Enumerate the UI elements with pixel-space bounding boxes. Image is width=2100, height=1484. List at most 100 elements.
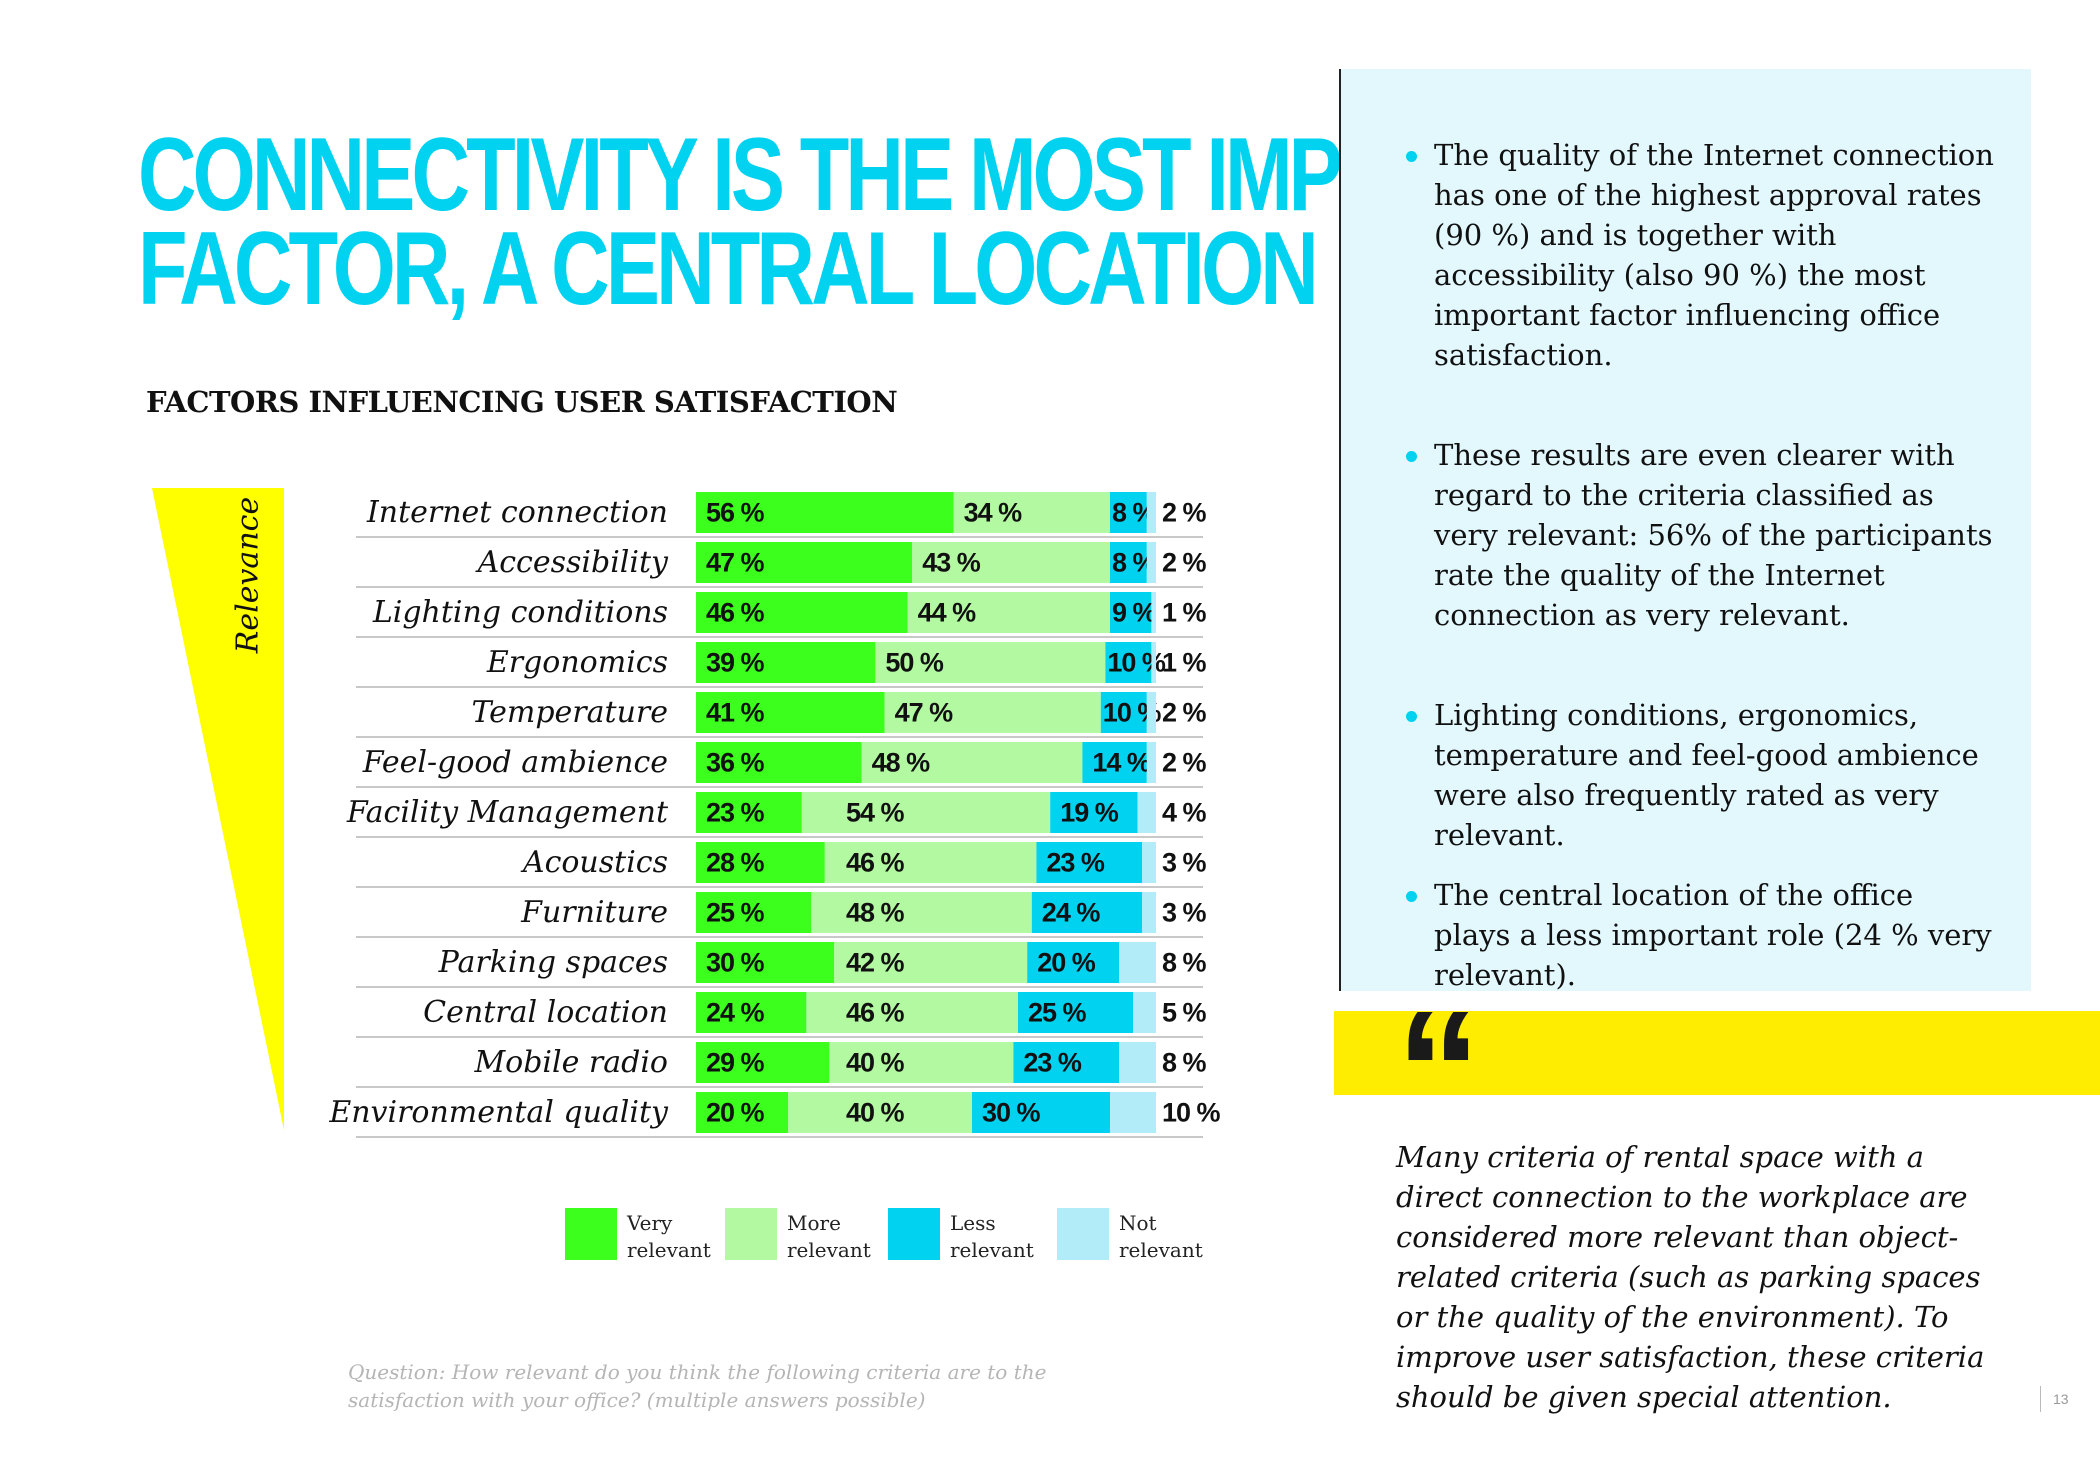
bar-more-relevant-internet-connection bbox=[953, 492, 1110, 533]
bar-very-relevant-accessibility bbox=[696, 542, 913, 583]
bar-very-relevant-lighting-conditions bbox=[696, 592, 908, 633]
value-label-not-relevant: 1 % bbox=[1162, 648, 1207, 678]
value-label-very-relevant: 29 % bbox=[706, 1048, 765, 1078]
value-label-very-relevant: 36 % bbox=[706, 748, 765, 778]
value-label-very-relevant: 24 % bbox=[706, 998, 765, 1028]
bar-not-relevant-mobile-radio bbox=[1119, 1042, 1156, 1083]
legend-swatch-not-relevant bbox=[1057, 1208, 1109, 1260]
bar-very-relevant-environmental-quality bbox=[696, 1092, 788, 1133]
value-label-more-relevant: 54 % bbox=[846, 798, 905, 828]
legend-label-line1: Very bbox=[627, 1211, 673, 1235]
value-label-less-relevant: 23 % bbox=[1023, 1048, 1082, 1078]
bar-not-relevant-lighting-conditions bbox=[1151, 592, 1156, 633]
value-label-not-relevant: 3 % bbox=[1162, 898, 1207, 928]
quote-band bbox=[1334, 1011, 2100, 1095]
category-label-temperature: Temperature bbox=[471, 695, 668, 730]
bar-less-relevant-temperature bbox=[1100, 692, 1147, 733]
legend-swatch-less-relevant bbox=[888, 1208, 940, 1260]
legend-label-line2: relevant bbox=[787, 1238, 871, 1262]
category-label-mobile-radio: Mobile radio bbox=[473, 1045, 668, 1080]
value-label-very-relevant: 56 % bbox=[706, 498, 765, 528]
headline-line-2: FACTOR, A CENTRAL LOCATION LESS bbox=[138, 211, 1534, 327]
bar-more-relevant-mobile-radio bbox=[829, 1042, 1014, 1083]
value-label-more-relevant: 50 % bbox=[885, 648, 944, 678]
value-label-less-relevant: 10 % bbox=[1107, 648, 1166, 678]
category-label-lighting-conditions: Lighting conditions bbox=[372, 595, 668, 630]
bar-not-relevant-temperature bbox=[1146, 692, 1156, 733]
value-label-more-relevant: 34 % bbox=[964, 498, 1023, 528]
bar-very-relevant-parking-spaces bbox=[696, 942, 834, 983]
bar-less-relevant-central-location bbox=[1018, 992, 1133, 1033]
bar-less-relevant-parking-spaces bbox=[1027, 942, 1120, 983]
bar-less-relevant-internet-connection bbox=[1110, 492, 1147, 533]
bar-more-relevant-acoustics bbox=[824, 842, 1037, 883]
value-label-less-relevant: 20 % bbox=[1037, 948, 1096, 978]
value-label-not-relevant: 8 % bbox=[1162, 1048, 1207, 1078]
finding-bullet: The central location of the office plays… bbox=[1398, 875, 1998, 995]
bar-very-relevant-central-location bbox=[696, 992, 807, 1033]
bar-not-relevant-furniture bbox=[1142, 892, 1156, 933]
bar-not-relevant-accessibility bbox=[1146, 542, 1156, 583]
bar-not-relevant-environmental-quality bbox=[1110, 1092, 1156, 1133]
bar-more-relevant-feel-good-ambience bbox=[861, 742, 1083, 783]
bar-more-relevant-accessibility bbox=[912, 542, 1110, 583]
value-label-more-relevant: 42 % bbox=[846, 948, 905, 978]
bar-not-relevant-ergonomics bbox=[1151, 642, 1156, 683]
category-label-internet-connection: Internet connection bbox=[366, 495, 668, 530]
value-label-not-relevant: 8 % bbox=[1162, 948, 1207, 978]
category-label-ergonomics: Ergonomics bbox=[486, 645, 668, 680]
value-label-not-relevant: 10 % bbox=[1162, 1098, 1221, 1128]
value-label-not-relevant: 2 % bbox=[1162, 748, 1207, 778]
bar-not-relevant-internet-connection bbox=[1146, 492, 1156, 533]
value-label-very-relevant: 25 % bbox=[706, 898, 765, 928]
key-findings-panel bbox=[1339, 69, 2031, 991]
pull-quote: Many criteria of rental space with a dir… bbox=[1396, 1140, 1985, 1414]
value-label-very-relevant: 28 % bbox=[706, 848, 765, 878]
value-label-less-relevant: 19 % bbox=[1060, 798, 1119, 828]
value-label-less-relevant: 23 % bbox=[1046, 848, 1105, 878]
bar-not-relevant-parking-spaces bbox=[1119, 942, 1156, 983]
value-label-more-relevant: 40 % bbox=[846, 1048, 905, 1078]
bar-very-relevant-internet-connection bbox=[696, 492, 954, 533]
value-label-more-relevant: 46 % bbox=[846, 998, 905, 1028]
finding-bullet: The quality of the Internet connection h… bbox=[1398, 135, 1998, 375]
category-label-acoustics: Acoustics bbox=[520, 845, 668, 880]
value-label-less-relevant: 30 % bbox=[982, 1098, 1041, 1128]
bar-less-relevant-environmental-quality bbox=[972, 1092, 1110, 1133]
bar-less-relevant-acoustics bbox=[1036, 842, 1143, 883]
legend-label-line1: Less bbox=[950, 1211, 996, 1235]
value-label-not-relevant: 5 % bbox=[1162, 998, 1207, 1028]
bar-not-relevant-central-location bbox=[1133, 992, 1156, 1033]
finding-bullet: These results are even clearer with rega… bbox=[1398, 435, 1998, 635]
value-label-not-relevant: 1 % bbox=[1162, 598, 1207, 628]
bar-less-relevant-mobile-radio bbox=[1013, 1042, 1120, 1083]
legend-swatch-very-relevant bbox=[565, 1208, 617, 1260]
category-label-central-location: Central location bbox=[423, 995, 668, 1030]
bar-more-relevant-facility-management bbox=[801, 792, 1051, 833]
finding-bullet: Lighting conditions, ergonomics, tempera… bbox=[1398, 695, 1998, 855]
bar-more-relevant-environmental-quality bbox=[788, 1092, 972, 1133]
bar-more-relevant-furniture bbox=[811, 892, 1032, 933]
value-label-very-relevant: 23 % bbox=[706, 798, 765, 828]
value-label-less-relevant: 25 % bbox=[1028, 998, 1087, 1028]
value-label-more-relevant: 47 % bbox=[895, 698, 954, 728]
value-label-not-relevant: 2 % bbox=[1162, 698, 1207, 728]
bar-more-relevant-central-location bbox=[806, 992, 1018, 1033]
key-findings-list: The quality of the Internet connection h… bbox=[1398, 135, 1998, 995]
value-label-very-relevant: 46 % bbox=[706, 598, 765, 628]
legend-label: Not relevant bbox=[1119, 1210, 1209, 1264]
bar-less-relevant-feel-good-ambience bbox=[1082, 742, 1147, 783]
bar-more-relevant-parking-spaces bbox=[834, 942, 1028, 983]
value-label-more-relevant: 46 % bbox=[846, 848, 905, 878]
quote-mark-icon: “ bbox=[1396, 976, 1481, 1166]
value-label-very-relevant: 20 % bbox=[706, 1098, 765, 1128]
relevance-wedge-shape bbox=[152, 488, 284, 1130]
value-label-less-relevant: 24 % bbox=[1042, 898, 1101, 928]
value-label-very-relevant: 30 % bbox=[706, 948, 765, 978]
bar-very-relevant-acoustics bbox=[696, 842, 825, 883]
stacked-bar-chart: Internet connection 56 % 34 % 8 % 2 % Accessi… bbox=[328, 492, 1222, 1138]
value-label-more-relevant: 48 % bbox=[846, 898, 905, 928]
value-label-very-relevant: 41 % bbox=[706, 698, 765, 728]
value-label-more-relevant: 43 % bbox=[922, 548, 981, 578]
bar-less-relevant-ergonomics bbox=[1105, 642, 1152, 683]
